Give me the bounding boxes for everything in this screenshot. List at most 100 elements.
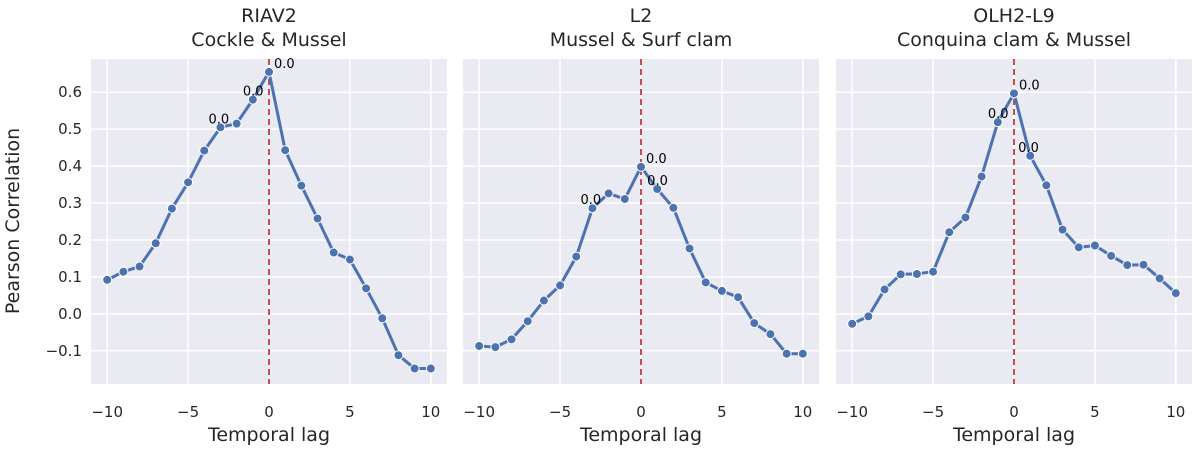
x-tick-label: 0 bbox=[636, 403, 646, 421]
x-axis-label: Temporal lag bbox=[207, 424, 330, 446]
x-tick-label: −5 bbox=[922, 403, 944, 421]
y-tick-label: 0.1 bbox=[58, 268, 82, 286]
point-annotation: 0.0 bbox=[580, 193, 601, 208]
data-point bbox=[312, 213, 323, 224]
x-tick-label: 10 bbox=[421, 403, 440, 421]
point-annotation: 0.0 bbox=[243, 85, 264, 100]
y-tick-label: 0.2 bbox=[58, 231, 82, 249]
data-point bbox=[976, 171, 987, 182]
data-point bbox=[847, 318, 858, 329]
data-point bbox=[264, 66, 274, 77]
panel-title: RIAV2 bbox=[241, 5, 297, 27]
data-point bbox=[960, 212, 971, 223]
data-point bbox=[879, 284, 890, 295]
point-annotation: 0.0 bbox=[274, 57, 295, 72]
data-point bbox=[684, 243, 695, 254]
data-point bbox=[1106, 250, 1117, 261]
data-point bbox=[1073, 242, 1084, 253]
y-axis-label: Pearson Correlation bbox=[2, 128, 24, 314]
data-point bbox=[393, 350, 404, 361]
panel-title: Conquina clam & Mussel bbox=[897, 29, 1131, 51]
y-tick-label: −0.1 bbox=[46, 342, 82, 360]
x-tick-label: 0 bbox=[1009, 403, 1019, 421]
data-point bbox=[522, 316, 533, 327]
data-point bbox=[280, 145, 291, 156]
x-tick-label: −10 bbox=[91, 403, 123, 421]
x-axis-label: Temporal lag bbox=[579, 424, 702, 446]
data-point bbox=[652, 184, 663, 194]
data-point bbox=[636, 161, 646, 172]
x-tick-label: 0 bbox=[264, 403, 274, 421]
data-point bbox=[118, 266, 129, 277]
data-point bbox=[716, 285, 727, 296]
data-point bbox=[361, 283, 372, 294]
data-point bbox=[944, 227, 955, 238]
data-point bbox=[474, 340, 485, 351]
data-point bbox=[231, 118, 242, 129]
data-point bbox=[409, 363, 420, 374]
data-point bbox=[166, 203, 177, 214]
data-point bbox=[1138, 259, 1149, 270]
data-point bbox=[538, 295, 549, 306]
data-point bbox=[215, 122, 226, 133]
x-tick-label: −5 bbox=[549, 403, 571, 421]
data-point bbox=[911, 268, 922, 279]
data-point bbox=[102, 274, 113, 285]
data-point bbox=[863, 311, 874, 322]
x-tick-label: 5 bbox=[1090, 403, 1100, 421]
panel-title: OLH2-L9 bbox=[973, 5, 1054, 27]
data-point bbox=[700, 277, 711, 288]
data-point bbox=[928, 266, 939, 277]
x-tick-label: 10 bbox=[793, 403, 812, 421]
data-point bbox=[506, 334, 517, 345]
data-point bbox=[1154, 273, 1165, 284]
y-tick-label: 0.6 bbox=[58, 83, 82, 101]
data-point bbox=[1009, 88, 1019, 99]
data-point bbox=[1057, 224, 1068, 235]
data-point bbox=[296, 180, 307, 191]
point-annotation: 0.0 bbox=[1018, 141, 1039, 156]
y-tick-label: 0.0 bbox=[58, 305, 82, 323]
y-tick-label: 0.4 bbox=[58, 157, 82, 175]
data-point bbox=[992, 117, 1003, 128]
data-point bbox=[571, 251, 582, 262]
data-point bbox=[247, 94, 258, 105]
data-point bbox=[1089, 240, 1100, 251]
point-annotation: 0.0 bbox=[1019, 78, 1040, 93]
data-point bbox=[587, 203, 598, 214]
data-point bbox=[765, 329, 776, 340]
data-point bbox=[668, 202, 679, 213]
x-tick-label: 5 bbox=[345, 403, 355, 421]
data-point bbox=[619, 193, 630, 204]
data-point bbox=[490, 342, 501, 353]
panel-title: Mussel & Surf clam bbox=[550, 29, 733, 51]
x-tick-label: −10 bbox=[463, 403, 495, 421]
point-annotation: 0.0 bbox=[988, 107, 1009, 122]
data-point bbox=[1170, 288, 1181, 299]
x-axis-label: Temporal lag bbox=[952, 424, 1075, 446]
data-point bbox=[1025, 150, 1036, 161]
x-tick-label: 10 bbox=[1166, 403, 1185, 421]
data-point bbox=[150, 238, 161, 249]
point-annotation: 0.0 bbox=[208, 112, 229, 127]
x-tick-label: −10 bbox=[836, 403, 868, 421]
panel-title: Cockle & Mussel bbox=[191, 29, 346, 51]
y-tick-label: 0.5 bbox=[58, 120, 82, 138]
data-point bbox=[1041, 180, 1052, 191]
data-point bbox=[344, 254, 355, 265]
data-point bbox=[199, 145, 210, 156]
data-point bbox=[895, 269, 906, 280]
data-point bbox=[749, 318, 760, 329]
data-point bbox=[134, 261, 145, 272]
data-point bbox=[555, 280, 566, 291]
data-point bbox=[797, 348, 808, 359]
point-annotation: 0.0 bbox=[646, 152, 667, 167]
data-point bbox=[425, 363, 436, 374]
data-point bbox=[328, 247, 339, 258]
x-tick-label: 5 bbox=[717, 403, 727, 421]
y-tick-label: 0.3 bbox=[58, 194, 82, 212]
